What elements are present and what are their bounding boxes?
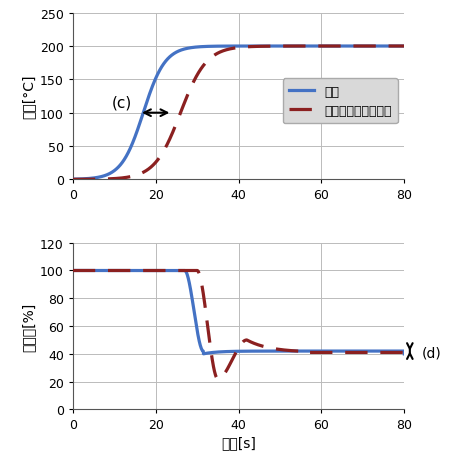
Text: (c): (c) — [112, 95, 133, 110]
Text: (d): (d) — [422, 346, 441, 359]
Legend: 正常, 温度センサ位置ズレ: 正常, 温度センサ位置ズレ — [283, 79, 398, 124]
Y-axis label: 操作量[%]: 操作量[%] — [22, 302, 36, 351]
Y-axis label: 温度[°C]: 温度[°C] — [22, 75, 36, 119]
X-axis label: 時間[s]: 時間[s] — [221, 435, 256, 450]
